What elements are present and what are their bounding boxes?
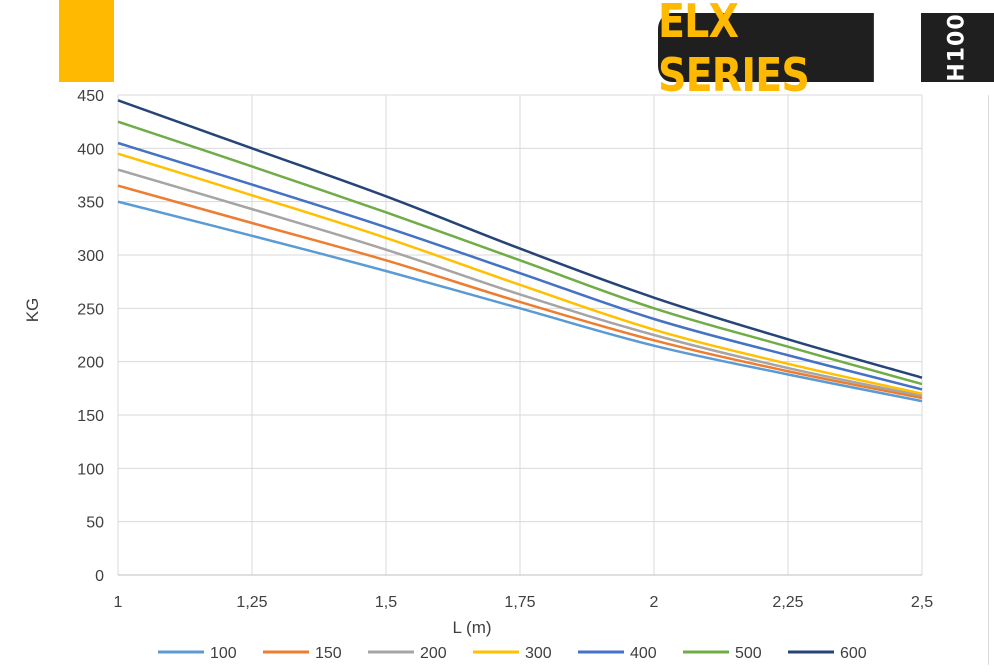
right-divider bbox=[988, 95, 989, 665]
legend-label-150: 150 bbox=[315, 645, 342, 662]
series-line-600 bbox=[117, 99, 923, 379]
y-tick-label: 300 bbox=[77, 248, 104, 265]
brand-title: ELX SERIES bbox=[658, 0, 810, 102]
y-tick-label: 350 bbox=[77, 195, 104, 212]
x-tick-label: 1,25 bbox=[236, 594, 267, 611]
accent-block bbox=[59, 0, 114, 82]
y-axis-title: KG bbox=[23, 298, 42, 323]
model-badge: H100 bbox=[921, 13, 994, 82]
legend: 100 150 200 300 400 500 600 bbox=[158, 645, 867, 662]
series-line-100 bbox=[117, 200, 923, 403]
legend-label-400: 400 bbox=[630, 645, 657, 662]
x-tick-label: 1,75 bbox=[504, 594, 535, 611]
y-tick-label: 250 bbox=[77, 301, 104, 318]
y-tick-label: 0 bbox=[95, 568, 104, 585]
x-tick-label: 1 bbox=[114, 594, 123, 611]
y-tick-label: 150 bbox=[77, 408, 104, 425]
y-tick-label: 450 bbox=[77, 88, 104, 105]
x-tick-label: 2,5 bbox=[911, 594, 933, 611]
legend-label-100: 100 bbox=[210, 645, 237, 662]
y-tick-label: 50 bbox=[86, 515, 104, 532]
grid bbox=[117, 94, 923, 576]
series-line-150 bbox=[117, 184, 923, 400]
series-line-300 bbox=[117, 152, 923, 395]
y-tick-label: 200 bbox=[77, 355, 104, 372]
legend-label-500: 500 bbox=[735, 645, 762, 662]
series-line-500 bbox=[117, 120, 923, 386]
legend-label-300: 300 bbox=[525, 645, 552, 662]
legend-label-600: 600 bbox=[840, 645, 867, 662]
x-axis-title: L (m) bbox=[452, 618, 491, 637]
x-tick-label: 1,5 bbox=[375, 594, 397, 611]
brand-badge: ELX SERIES bbox=[658, 0, 874, 102]
series-lines bbox=[117, 99, 923, 403]
x-tick-label: 2 bbox=[650, 594, 659, 611]
series-line-200 bbox=[117, 168, 923, 398]
axes: 0 50 100 150 200 250 300 350 400 450 1 1,25 1,5 1,75 2… bbox=[77, 88, 933, 611]
y-tick-label: 100 bbox=[77, 461, 104, 478]
legend-label-200: 200 bbox=[420, 645, 447, 662]
series-line-400 bbox=[117, 141, 923, 391]
y-tick-label: 400 bbox=[77, 141, 104, 158]
x-tick-label: 2,25 bbox=[772, 594, 803, 611]
